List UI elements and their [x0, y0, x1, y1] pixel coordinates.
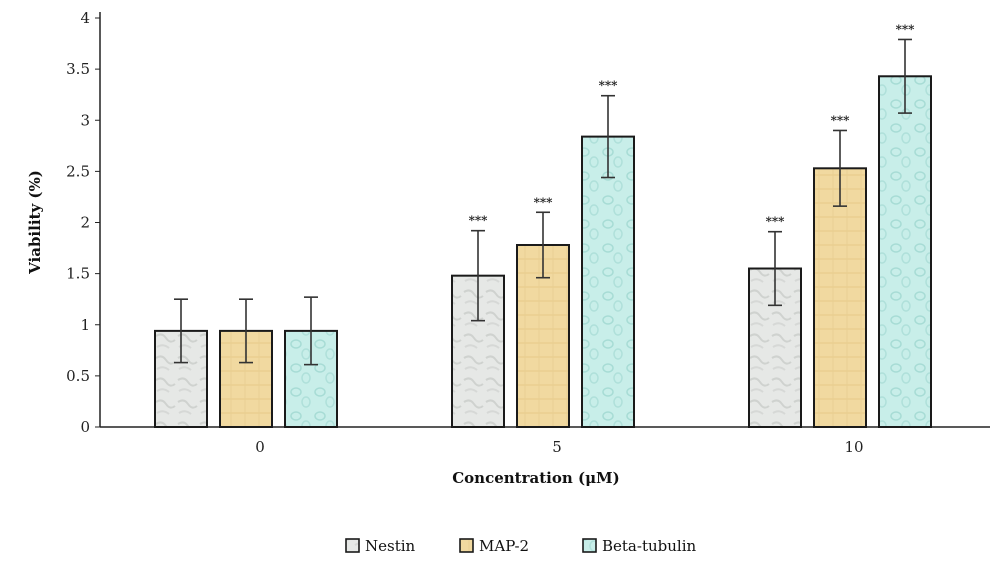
y-tick-label: 3.5: [66, 60, 90, 78]
x-tick-label: 0: [255, 438, 265, 456]
bar-beta-tubulin-10: [878, 75, 932, 428]
y-tick-label: 1: [80, 316, 90, 334]
y-tick-label: 0.5: [66, 367, 90, 385]
significance-label: ***: [766, 215, 786, 229]
y-tick-label: 3: [80, 111, 90, 129]
legend-swatch-beta-tubulin: [582, 538, 597, 553]
bar-map-2-10: [813, 167, 867, 428]
y-tick-label: 2.5: [66, 162, 90, 180]
y-tick-label: 1.5: [66, 265, 90, 283]
legend-swatch-map-2: [459, 538, 474, 553]
legend-label-map-2: MAP-2: [479, 537, 529, 555]
x-axis-title: Concentration (μM): [452, 469, 620, 487]
legend-swatch-nestin: [345, 538, 360, 553]
y-axis-title: Viability (%): [26, 170, 44, 275]
legend-label-nestin: Nestin: [365, 537, 416, 555]
significance-label: ***: [896, 22, 916, 36]
legend-label-beta-tubulin: Beta-tubulin: [602, 537, 696, 555]
significance-label: ***: [534, 195, 554, 209]
significance-label: ***: [599, 79, 619, 93]
significance-label: ***: [831, 113, 851, 127]
y-tick-label: 2: [80, 214, 90, 232]
significance-label: ***: [469, 214, 489, 228]
y-tick-label: 4: [80, 9, 90, 27]
x-tick-label: 10: [844, 438, 863, 456]
legend: Nestin MAP-2 Beta-tubulin: [345, 537, 696, 555]
y-tick-label: 0: [80, 418, 90, 436]
x-tick-label: 5: [552, 438, 562, 456]
bar-beta-tubulin-5: [581, 135, 635, 429]
